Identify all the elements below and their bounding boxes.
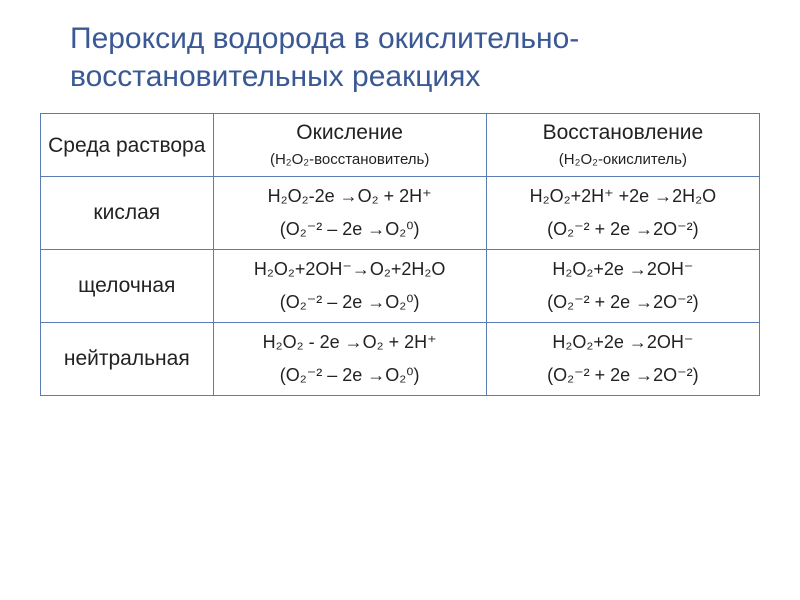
slide: Пероксид водорода в окислительно-восстан… <box>0 0 800 416</box>
cell-acidic-reduction: H₂O₂+2H⁺ +2e →2H₂O (O₂⁻² + 2e →2O⁻²) <box>486 177 759 250</box>
cell-line2: (O₂⁻² – 2e →O₂⁰) <box>218 289 482 316</box>
cell-alkaline-reduction: H₂O₂+2e →2OH⁻ (O₂⁻² + 2e →2O⁻²) <box>486 250 759 323</box>
cell-acidic-oxidation: H₂O₂-2e →O₂ + 2H⁺ (O₂⁻² – 2e →O₂⁰) <box>213 177 486 250</box>
row-label-acidic: кислая <box>41 177 214 250</box>
row-label-neutral: нейтральная <box>41 323 214 396</box>
slide-title: Пероксид водорода в окислительно-восстан… <box>70 20 760 95</box>
cell-line2: (O₂⁻² – 2e →O₂⁰) <box>218 362 482 389</box>
header-oxidation-main: Окисление <box>296 121 403 144</box>
cell-line1: H₂O₂-2e →O₂ + 2H⁺ <box>268 186 432 206</box>
table-row: нейтральная H₂O₂ - 2e →O₂ + 2H⁺ (O₂⁻² – … <box>41 323 760 396</box>
header-reduction: Восстановление (Н₂О₂-окислитель) <box>486 114 759 177</box>
header-oxidation-sub: (Н₂О₂-восстановитель) <box>270 151 429 168</box>
cell-line1: H₂O₂+2H⁺ +2e →2H₂O <box>530 186 717 206</box>
cell-line1: H₂O₂ - 2e →O₂ + 2H⁺ <box>263 332 437 352</box>
cell-neutral-oxidation: H₂O₂ - 2e →O₂ + 2H⁺ (O₂⁻² – 2e →O₂⁰) <box>213 323 486 396</box>
cell-line2: (O₂⁻² + 2e →2O⁻²) <box>491 289 755 316</box>
header-medium: Среда раствора <box>41 114 214 177</box>
cell-neutral-reduction: H₂O₂+2e →2OH⁻ (O₂⁻² + 2e →2O⁻²) <box>486 323 759 396</box>
cell-line2: (O₂⁻² + 2e →2O⁻²) <box>491 216 755 243</box>
cell-line1: H₂O₂+2OH⁻→O₂+2H₂O <box>254 259 446 279</box>
cell-alkaline-oxidation: H₂O₂+2OH⁻→O₂+2H₂O (O₂⁻² – 2e →O₂⁰) <box>213 250 486 323</box>
table-header-row: Среда раствора Окисление (Н₂О₂-восстанов… <box>41 114 760 177</box>
row-label-alkaline: щелочная <box>41 250 214 323</box>
cell-line1: H₂O₂+2e →2OH⁻ <box>552 332 693 352</box>
cell-line2: (O₂⁻² + 2e →2O⁻²) <box>491 362 755 389</box>
table-row: кислая H₂O₂-2e →O₂ + 2H⁺ (O₂⁻² – 2e →O₂⁰… <box>41 177 760 250</box>
redox-table: Среда раствора Окисление (Н₂О₂-восстанов… <box>40 113 760 396</box>
header-reduction-sub: (Н₂О₂-окислитель) <box>559 151 687 168</box>
header-oxidation: Окисление (Н₂О₂-восстановитель) <box>213 114 486 177</box>
table-row: щелочная H₂O₂+2OH⁻→O₂+2H₂O (O₂⁻² – 2e →O… <box>41 250 760 323</box>
cell-line1: H₂O₂+2e →2OH⁻ <box>552 259 693 279</box>
header-reduction-main: Восстановление <box>543 121 704 144</box>
cell-line2: (O₂⁻² – 2e →O₂⁰) <box>218 216 482 243</box>
